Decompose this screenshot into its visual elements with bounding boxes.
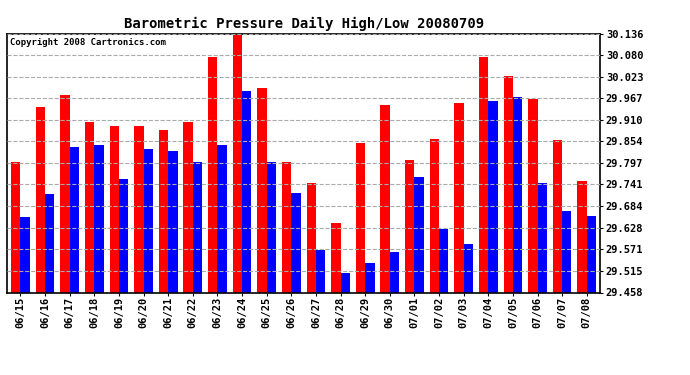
Bar (119, 179, 128, 292)
Bar (85, 122, 95, 292)
Bar (356, 143, 365, 292)
Bar (184, 122, 193, 292)
Bar (291, 192, 301, 292)
Bar (36, 106, 45, 292)
Bar (430, 139, 439, 292)
Bar (21, 217, 30, 292)
Bar (60, 95, 70, 292)
Bar (365, 263, 375, 292)
Bar (134, 126, 144, 292)
Bar (464, 244, 473, 292)
Bar (70, 147, 79, 292)
Bar (380, 105, 390, 292)
Bar (233, 35, 242, 292)
Bar (257, 87, 266, 292)
Bar (11, 162, 21, 292)
Bar (168, 150, 177, 292)
Bar (144, 148, 153, 292)
Bar (562, 211, 571, 292)
Bar (282, 162, 291, 292)
Bar (489, 101, 497, 292)
Bar (217, 145, 227, 292)
Bar (415, 177, 424, 292)
Text: Copyright 2008 Cartronics.com: Copyright 2008 Cartronics.com (10, 38, 166, 46)
Bar (405, 160, 415, 292)
Bar (578, 181, 586, 292)
Bar (306, 183, 316, 292)
Bar (331, 223, 341, 292)
Bar (504, 76, 513, 292)
Bar (159, 129, 168, 292)
Bar (208, 57, 217, 292)
Bar (528, 99, 538, 292)
Bar (110, 126, 119, 292)
Bar (538, 183, 547, 292)
Bar (479, 57, 489, 292)
Bar (266, 162, 276, 292)
Bar (553, 140, 562, 292)
Bar (454, 103, 464, 292)
Bar (316, 250, 325, 292)
Bar (586, 216, 596, 292)
Bar (45, 194, 55, 292)
Title: Barometric Pressure Daily High/Low 20080709: Barometric Pressure Daily High/Low 20080… (124, 17, 484, 31)
Bar (390, 252, 399, 292)
Bar (341, 273, 350, 292)
Bar (193, 162, 202, 292)
Bar (242, 92, 251, 292)
Bar (513, 97, 522, 292)
Bar (95, 145, 103, 292)
Bar (439, 229, 449, 292)
